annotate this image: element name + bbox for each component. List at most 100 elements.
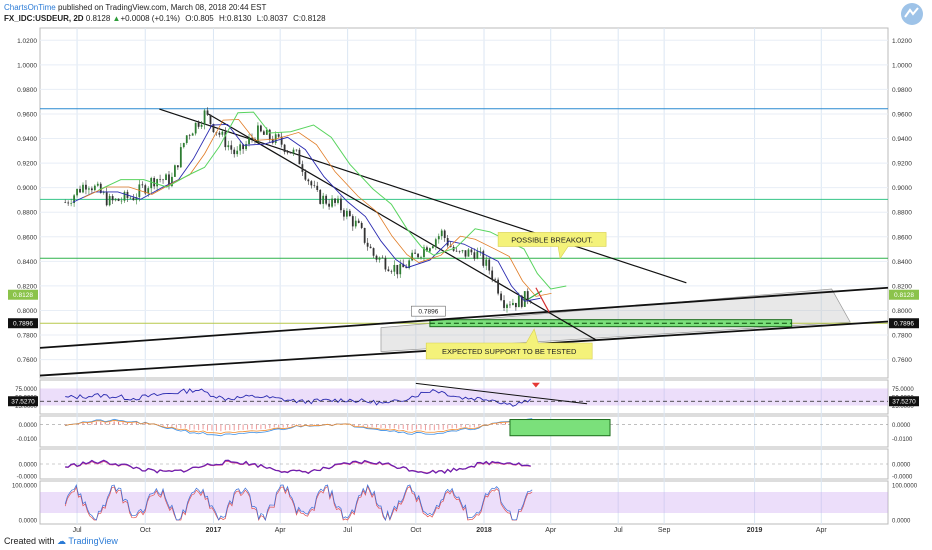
rsi-tick-right: 25.0000 [892,404,914,410]
up-arrow-icon: ▲ [112,14,121,23]
y-tick-label-right: 0.9400 [892,136,912,143]
y-tick-label-left: 0.8000 [17,308,37,315]
y-tick-label-right: 0.8600 [892,234,912,241]
osc-tick-left: 0.0000 [19,463,38,469]
stoch-tick-right: 100.0000 [892,484,918,490]
candle-body [345,210,348,217]
price-label-left: 0.7896 [13,321,33,328]
osc-tick-right: 0.0000 [892,463,911,469]
macd-tick-right: 0.0000 [892,423,911,429]
price-axes: 1.0200 1.0200 1.0000 1.0000 0.9800 0.9800 0.96… [8,38,919,525]
candle-body [529,301,532,302]
chart-grid [39,27,889,525]
candle-body [262,131,265,135]
candle-body [426,247,428,252]
candle-body [274,134,277,143]
candle-body [313,185,316,186]
candle-body [298,149,301,165]
candle-body [372,248,375,256]
candle-body [179,147,182,168]
x-tick-label: Jul [73,527,82,534]
candle-body [479,251,482,252]
y-tick-label-right: 1.0200 [892,38,912,45]
price-change: +0.0008 (+0.1%) [120,14,181,23]
candle-body [265,129,268,135]
candle-body [168,174,170,187]
candle-body [414,252,416,254]
candle-body [399,263,402,275]
candle-body [387,269,390,272]
candle-body [470,249,473,253]
candle-body [500,293,502,301]
candle-body [162,179,164,181]
tradingview-logo-icon [901,3,923,25]
y-tick-label-left: 0.8600 [17,234,37,241]
candle-body [482,251,485,266]
candle-body [354,220,357,227]
x-tick-label: Apr [545,527,557,534]
candle-body [156,179,159,187]
candle-body [408,260,411,269]
y-tick-label-right: 0.8000 [892,308,912,315]
candle-body [429,248,431,252]
rsi-label-right: 37.5270 [892,399,916,406]
candle-body [384,257,387,270]
rising-support-line-upper [39,286,889,349]
candle-body [289,152,292,154]
candle-body [526,291,529,302]
candle-body [351,216,354,227]
candle-body [304,171,307,180]
candle-body [102,192,105,193]
candle-body [340,198,342,211]
last-price: 0.8128 [85,14,111,23]
candle-body [375,255,378,260]
stoch-k [64,484,533,522]
candle-body [88,188,90,190]
y-tick-label-left: 0.8800 [17,210,37,217]
candle-body [108,196,111,206]
candle-body [497,279,499,294]
y-tick-label-right: 0.7800 [892,333,912,340]
candle-body [363,227,366,243]
created-with-text: Created with [4,536,55,546]
breakout-callout-text: POSSIBLE BREAKOUT. [511,235,593,244]
open-value: O:0.805 [185,14,214,23]
rsi-line [65,388,532,407]
candle-body [357,220,360,223]
author-link[interactable]: ChartsOnTime [4,3,56,12]
high-value: H:0.8130 [218,14,252,23]
candle-body [206,110,209,115]
tradingview-link[interactable]: TradingView [68,536,118,546]
candle-body [280,136,283,145]
y-tick-label-right: 0.9000 [892,185,912,192]
candle-body [494,279,497,280]
rsi-tick-left: 25.0000 [15,404,37,410]
candle-body [434,239,437,247]
low-value: L:0.8037 [256,14,288,23]
close-value: C:0.8128 [293,14,326,23]
candle-body [443,230,446,239]
candle-body [523,291,526,307]
symbol-name: FX_IDC:USDEUR, 2D [4,14,84,23]
x-tick-label: Jul [343,527,352,534]
candle-body [159,179,161,180]
candle-body [473,252,476,259]
level-label-text: 0.7896 [418,309,438,316]
candle-body [99,183,102,193]
y-tick-label-left: 0.7600 [17,357,37,364]
candle-body [248,137,250,145]
candle-body [446,238,449,246]
candle-body [141,184,144,186]
candle-body [331,198,333,207]
candle-body [138,184,141,198]
candle-body [307,179,310,182]
x-tick-label: Oct [140,527,151,534]
stoch-tick-left: 0.0000 [19,519,38,525]
candle-body [185,135,188,143]
y-tick-label-left: 0.8200 [17,283,37,290]
candle-body [491,270,494,280]
support-callout-box [425,328,593,360]
candle-body [378,257,381,260]
candle-body [85,184,87,190]
